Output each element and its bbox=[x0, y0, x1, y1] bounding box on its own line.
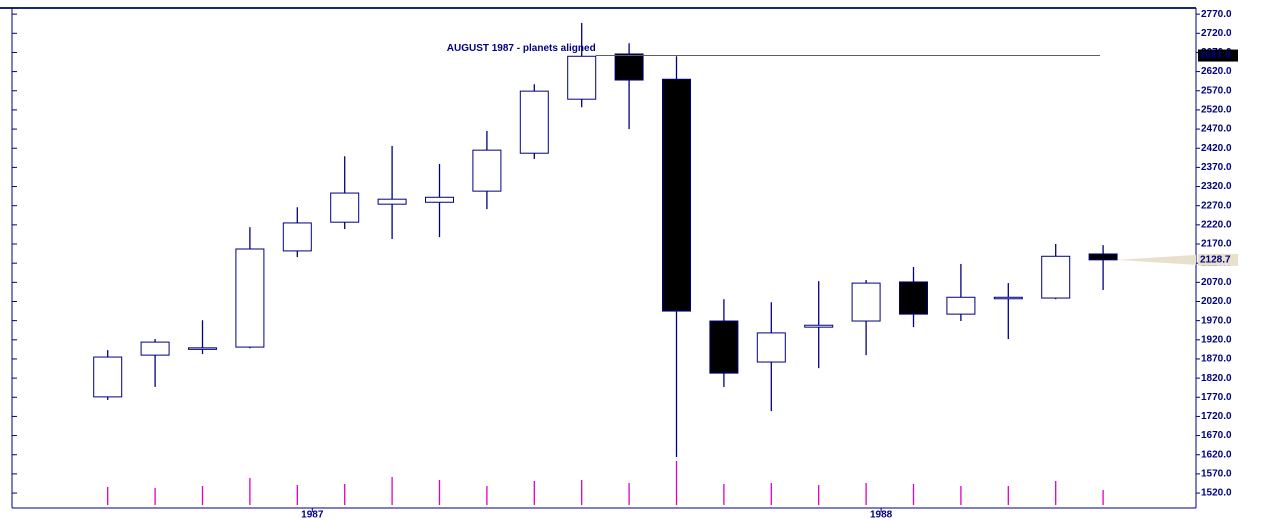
y-tick-label: 2420.0 bbox=[1201, 143, 1232, 154]
y-tick-label: 2720.0 bbox=[1201, 28, 1232, 39]
y-tick-label: 1820.0 bbox=[1201, 373, 1232, 384]
last-price-pointer bbox=[1117, 254, 1196, 265]
y-tick-label: 1720.0 bbox=[1201, 411, 1232, 422]
candle-body bbox=[804, 324, 834, 328]
candle-body bbox=[93, 356, 123, 398]
candle-body bbox=[851, 282, 881, 322]
y-tick-label: 2520.0 bbox=[1201, 105, 1232, 116]
candle-body bbox=[282, 222, 312, 252]
candle-body bbox=[235, 248, 265, 348]
candle-body bbox=[1088, 253, 1118, 261]
y-tick-label: 2470.0 bbox=[1201, 124, 1232, 135]
candle-body bbox=[188, 347, 217, 350]
y-tick-label: 2770.0 bbox=[1201, 9, 1232, 20]
y-tick-label: 2170.0 bbox=[1201, 239, 1232, 250]
candle-body bbox=[946, 296, 976, 315]
y-tick-label: 1920.0 bbox=[1201, 334, 1232, 345]
candle-body bbox=[472, 149, 502, 192]
y-tick-label: 1770.0 bbox=[1201, 392, 1232, 403]
last-price-box bbox=[1198, 253, 1238, 266]
y-tick-label: 1620.0 bbox=[1201, 449, 1232, 460]
y-tick-label: 2570.0 bbox=[1201, 85, 1232, 96]
candle-body bbox=[709, 320, 739, 374]
candle-body bbox=[993, 296, 1023, 300]
price-label: 2661.9 bbox=[1200, 50, 1231, 61]
candle-body bbox=[614, 53, 644, 81]
y-tick-label: 2620.0 bbox=[1201, 66, 1232, 77]
price-box bbox=[1198, 49, 1238, 62]
y-tick-label: 1520.0 bbox=[1201, 488, 1232, 499]
y-tick-label: 2370.0 bbox=[1201, 162, 1232, 173]
candle-body bbox=[519, 90, 549, 154]
y-tick-label: 2270.0 bbox=[1201, 200, 1232, 211]
y-tick-label: 1970.0 bbox=[1201, 315, 1232, 326]
last-price-label: 2128.7 bbox=[1200, 254, 1231, 265]
y-tick-label: 2220.0 bbox=[1201, 219, 1232, 230]
candle-body bbox=[567, 55, 597, 100]
candle-body bbox=[899, 281, 928, 315]
candle-body bbox=[377, 198, 407, 205]
x-tick-label: 1988 bbox=[870, 510, 893, 520]
annotation-text: AUGUST 1987 - planets aligned bbox=[447, 43, 596, 54]
y-tick-label: 1670.0 bbox=[1201, 430, 1232, 441]
y-tick-label: 1570.0 bbox=[1201, 469, 1232, 480]
y-tick-label: 2070.0 bbox=[1201, 277, 1232, 288]
candle-body bbox=[140, 341, 170, 356]
x-tick-label: 1987 bbox=[301, 510, 324, 520]
y-tick-label: 1870.0 bbox=[1201, 354, 1232, 365]
candle-body bbox=[756, 332, 786, 363]
y-tick-label: 2020.0 bbox=[1201, 296, 1232, 307]
candle-body bbox=[662, 78, 691, 312]
candle-body bbox=[330, 192, 360, 223]
y-tick-label: 2320.0 bbox=[1201, 181, 1232, 192]
candle-body bbox=[1041, 255, 1071, 299]
candle-body bbox=[425, 196, 454, 203]
